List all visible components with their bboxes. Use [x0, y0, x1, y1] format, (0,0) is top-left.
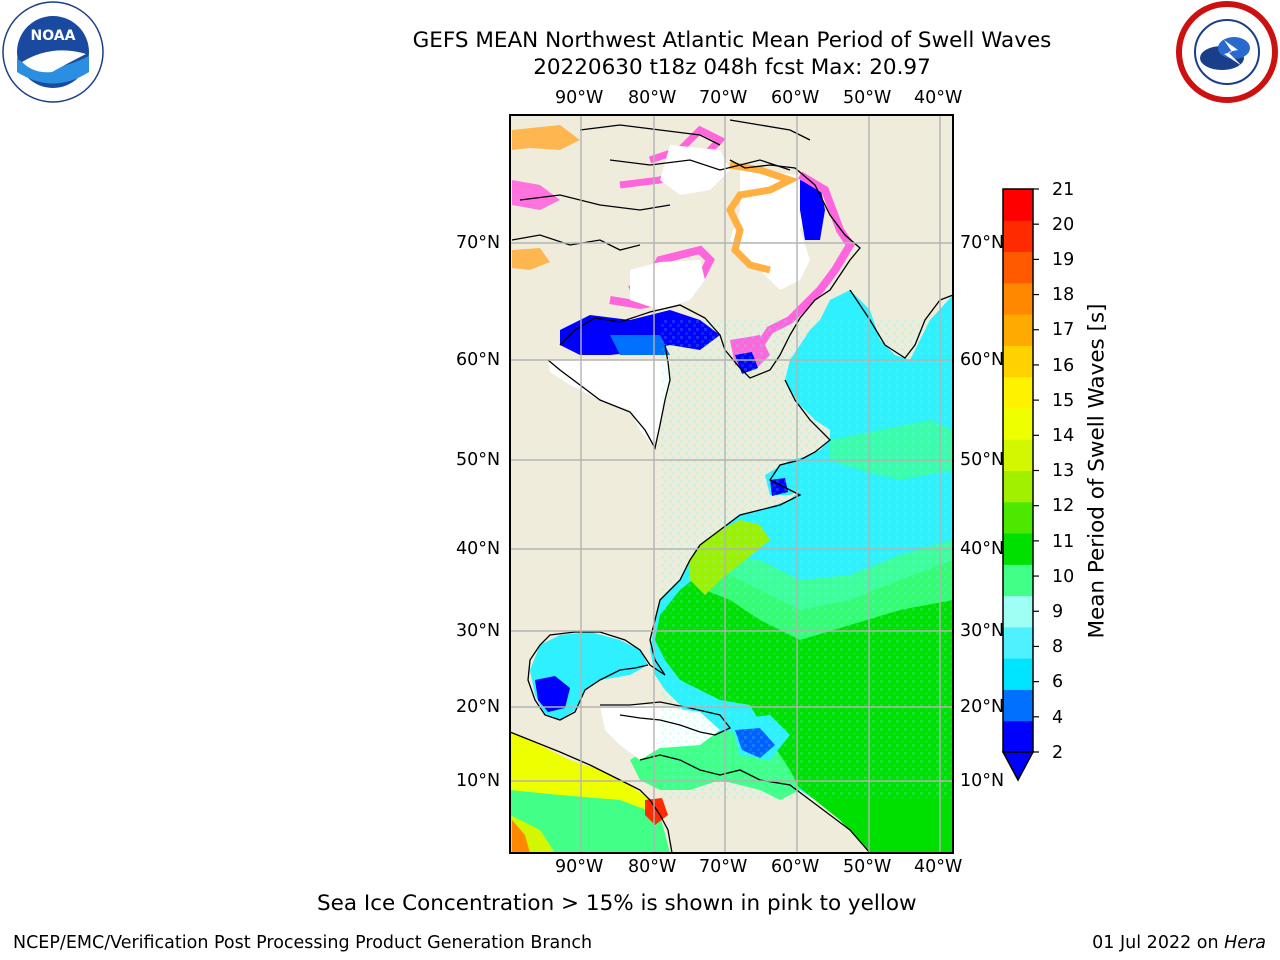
hudson-strait-cyan	[610, 335, 670, 355]
colorbar-tick: 9	[1052, 602, 1064, 622]
ice-white-north	[660, 145, 730, 195]
colorbar-tick: 16	[1052, 356, 1075, 376]
lat-label-right: 70°N	[960, 233, 1005, 253]
chart-subtitle: 20220630 t18z 048h fcst Max: 20.97	[533, 55, 931, 80]
ice-orange-ring	[725, 161, 800, 274]
lat-label-right: 50°N	[960, 450, 1005, 470]
colorbar	[1001, 188, 1039, 782]
colorbar-segment	[1003, 251, 1033, 284]
footer-organization: NCEP/EMC/Verification Post Processing Pr…	[13, 933, 593, 953]
map-frame	[509, 114, 954, 854]
lon-label-bottom: 50°W	[843, 857, 892, 877]
ice-white-west	[630, 260, 705, 310]
lat-label-right: 40°N	[960, 539, 1005, 559]
lat-label-left: 20°N	[456, 697, 501, 717]
ice-orange-nw	[512, 125, 580, 150]
graticule	[510, 115, 953, 853]
lat-label-left: 70°N	[456, 233, 501, 253]
colorbar-tick: 6	[1052, 672, 1064, 692]
colorbar-label: Mean Period of Swell Waves [s]	[1084, 303, 1110, 639]
colorbar-tick: 8	[1052, 637, 1064, 657]
lon-label-top: 50°W	[843, 88, 892, 108]
colorbar-segment	[1003, 689, 1033, 722]
coastlines	[510, 119, 953, 853]
colorbar-tick: 15	[1052, 391, 1075, 411]
colorbar-segment	[1003, 720, 1033, 753]
lon-label-top: 40°W	[914, 88, 963, 108]
colorbar-segment	[1003, 439, 1033, 471]
pacific-green	[510, 790, 670, 853]
lat-label-right: 10°N	[960, 771, 1005, 791]
pacific-orange	[512, 820, 530, 853]
lon-label-bottom: 60°W	[771, 857, 820, 877]
lat-label-left: 60°N	[456, 350, 501, 370]
colorbar-tick: 21	[1052, 180, 1075, 200]
colorbar-tick: 19	[1052, 250, 1075, 270]
lon-label-top: 70°W	[699, 88, 748, 108]
colorbar-segment	[1003, 658, 1033, 690]
footer-date-text: 01 Jul 2022 on	[1092, 933, 1225, 953]
colorbar-segment	[1003, 376, 1033, 409]
lat-label-left: 50°N	[456, 450, 501, 470]
colorbar-segment	[1003, 564, 1033, 597]
colorbar-tick: 12	[1052, 496, 1075, 516]
lon-label-bottom: 70°W	[699, 857, 748, 877]
lat-label-right: 30°N	[960, 621, 1005, 641]
colorbar-tick: 18	[1052, 285, 1075, 305]
colorbar-segment	[1003, 314, 1033, 346]
colorbar-segment	[1003, 345, 1033, 378]
colorbar-tick: 13	[1052, 461, 1075, 481]
colorbar-segment	[1003, 595, 1033, 628]
colorbar-segment	[1003, 626, 1033, 659]
colorbar-segment	[1003, 501, 1033, 534]
colorbar-segment	[1003, 220, 1033, 253]
lon-label-top: 80°W	[628, 88, 677, 108]
labrador-blue	[800, 180, 825, 240]
colorbar-segment	[1003, 533, 1033, 565]
lon-label-bottom: 40°W	[914, 857, 963, 877]
colorbar-segment	[1003, 282, 1033, 315]
colorbar-segment	[1003, 470, 1033, 503]
colorbar-tick: 10	[1052, 567, 1075, 587]
chart-title: GEFS MEAN Northwest Atlantic Mean Period…	[412, 28, 1052, 53]
lat-label-left: 10°N	[456, 771, 501, 791]
colorbar-tick: 2	[1052, 743, 1064, 763]
colorbar-segment	[1003, 407, 1033, 440]
lon-label-bottom: 90°W	[555, 857, 604, 877]
footer-date: 01 Jul 2022 on Hera	[1092, 933, 1266, 953]
lat-label-left: 30°N	[456, 621, 501, 641]
ocean-texture	[660, 320, 953, 800]
lat-label-right: 60°N	[960, 350, 1005, 370]
colorbar-tick: 11	[1052, 532, 1075, 552]
colorbar-tick: 4	[1052, 708, 1064, 728]
lat-label-right: 20°N	[960, 697, 1005, 717]
lat-label-left: 40°N	[456, 539, 501, 559]
gulf-blue-patch	[535, 676, 570, 712]
colorbar-under-arrow	[1001, 751, 1035, 782]
colorbar-tick: 20	[1052, 215, 1075, 235]
colorbar-tick: 17	[1052, 320, 1075, 340]
ice-pink-w	[512, 180, 560, 210]
baffin-bay-ice	[730, 170, 810, 290]
lon-label-bottom: 80°W	[628, 857, 677, 877]
lon-label-top: 90°W	[555, 88, 604, 108]
colorbar-segment	[1003, 189, 1033, 221]
ice-orange-w	[512, 248, 550, 270]
footer-host: Hera	[1224, 933, 1266, 953]
nws-logo	[1176, 1, 1278, 103]
lon-label-top: 60°W	[771, 88, 820, 108]
hudson-bay-white	[548, 360, 670, 448]
sea-ice-note: Sea Ice Concentration > 15% is shown in …	[317, 891, 917, 916]
svg-text:NOAA: NOAA	[31, 28, 76, 44]
noaa-logo: NOAA	[2, 1, 104, 103]
colorbar-tick: 14	[1052, 426, 1075, 446]
